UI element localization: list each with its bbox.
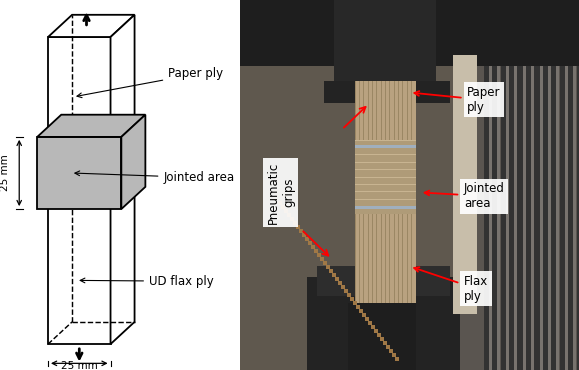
Polygon shape xyxy=(48,192,111,344)
Text: UD flax ply: UD flax ply xyxy=(80,275,214,288)
Text: Jointed
area: Jointed area xyxy=(424,182,505,210)
Polygon shape xyxy=(122,115,145,209)
Polygon shape xyxy=(48,15,134,37)
Polygon shape xyxy=(48,170,134,192)
Text: 25 mm: 25 mm xyxy=(61,361,98,370)
Polygon shape xyxy=(48,37,111,170)
Text: 25 mm: 25 mm xyxy=(0,155,10,191)
Polygon shape xyxy=(37,115,145,137)
Polygon shape xyxy=(37,137,122,209)
Polygon shape xyxy=(111,170,134,344)
Text: Flax
ply: Flax ply xyxy=(414,267,488,303)
Text: Paper ply: Paper ply xyxy=(77,67,223,98)
Text: Paper
ply: Paper ply xyxy=(415,86,501,114)
Polygon shape xyxy=(111,15,134,170)
Text: Pneumatic
grips: Pneumatic grips xyxy=(267,161,295,223)
Text: Jointed area: Jointed area xyxy=(75,171,234,184)
